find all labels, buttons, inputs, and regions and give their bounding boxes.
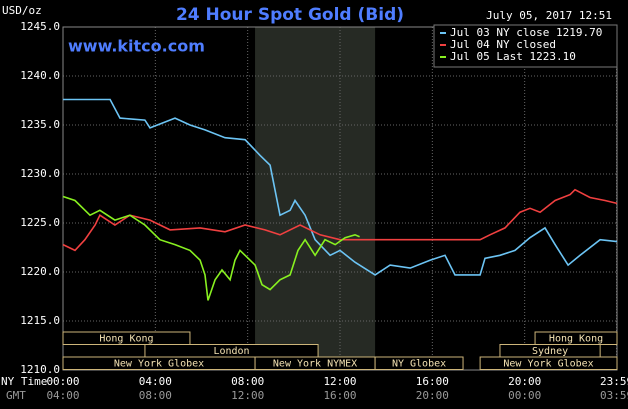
session-label: New York Globex [114,359,204,370]
x-tick-label: 04:00 [139,375,172,388]
x-tick-label: 12:00 [323,375,356,388]
session-label: New York Globex [503,359,593,370]
gmt-tick-label: 12:00 [231,389,264,402]
series-line [63,98,618,276]
chart-title: 24 Hour Spot Gold (Bid) [176,5,404,25]
session-bar [479,356,618,370]
legend-label: Jul 03 NY close 1219.70 [450,26,602,39]
session-bar [62,331,191,345]
y-tick-label: 1220.0 [20,265,60,278]
x-tick-label: 23:59 [600,375,628,388]
session-label: New York NYMEX [273,359,357,370]
legend-label: Jul 05 Last 1223.10 [450,50,576,63]
legend-box [433,24,618,68]
x-tick-label: 16:00 [416,375,449,388]
timestamp: July 05, 2017 12:51 [486,9,612,22]
gmt-tick-label: 16:00 [323,389,356,402]
gmt-tick-label: 20:00 [416,389,449,402]
y-tick-label: 1245.0 [20,20,60,33]
y-tick-label: 1235.0 [20,118,60,131]
x-tick-label: 20:00 [508,375,541,388]
gmt-tick-label: 03:59 [600,389,628,402]
session-label: Sydney [532,346,568,357]
gmt-tick-label: 04:00 [46,389,79,402]
x-tick-label: 00:00 [46,375,79,388]
legend-label: Jul 04 NY closed [450,38,556,51]
watermark: www.kitco.com [68,37,205,56]
session-bar [374,356,464,370]
shaded-region [255,27,376,370]
series-line [62,188,618,252]
x-tick-label: 08:00 [231,375,264,388]
y-tick-label: 1240.0 [20,69,60,82]
y-tick-label: 1225.0 [20,216,60,229]
x-row-label: GMT [6,389,26,402]
session-label: London [213,346,249,357]
y-tick-label: 1230.0 [20,167,60,180]
y-tick-label: 1215.0 [20,314,60,327]
session-label: NY Globex [392,359,446,370]
series-line [62,195,360,301]
session-label: Hong Kong [549,334,603,345]
gmt-tick-label: 00:00 [508,389,541,402]
gmt-tick-label: 08:00 [139,389,172,402]
session-label: Hong Kong [99,334,153,345]
y-tick-label: 1210.0 [20,363,60,376]
x-row-label: NY Time [1,375,47,388]
y-axis-label: USD/oz [2,4,42,17]
